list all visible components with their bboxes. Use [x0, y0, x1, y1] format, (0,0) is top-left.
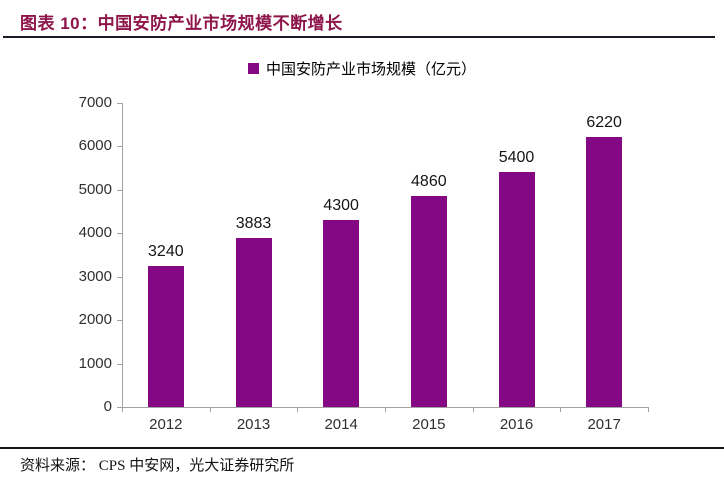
y-axis-tick	[117, 233, 122, 235]
bar-value-label: 4860	[411, 172, 447, 190]
bar-value-label: 6220	[586, 113, 622, 131]
x-axis-tick	[648, 407, 649, 412]
bar-value-label: 4300	[323, 197, 359, 215]
bar	[410, 195, 447, 407]
y-axis-tick	[117, 146, 122, 148]
y-axis-tick-label: 1000	[78, 354, 112, 372]
x-axis-tick	[209, 407, 211, 412]
y-axis-tick-label: 3000	[78, 267, 112, 285]
x-axis-tick-label: 2017	[587, 416, 621, 433]
bar-value-label: 3883	[235, 215, 272, 233]
legend-label: 中国安防产业市场规模（亿元）	[265, 61, 476, 78]
y-axis-tick	[117, 320, 122, 322]
bar	[323, 220, 360, 407]
y-axis-tick	[117, 276, 122, 278]
y-axis-tick	[117, 189, 122, 191]
figure-title: 图表 10：中国安防产业市场规模不断增长	[20, 14, 343, 33]
bar-value-label: 3240	[148, 243, 184, 261]
x-axis-tick-label: 2016	[499, 416, 534, 433]
chart-legend: 中国安防产业市场规模（亿元）	[0, 58, 724, 79]
y-axis-tick	[117, 103, 122, 104]
x-axis-tick-label: 2012	[149, 416, 183, 433]
y-axis-tick-label: 0	[103, 398, 112, 415]
y-axis-line	[122, 103, 123, 408]
title-rule	[3, 36, 715, 38]
x-axis-tick	[472, 407, 474, 412]
bar	[235, 238, 272, 407]
x-axis-tick	[122, 407, 123, 412]
y-axis-tick-label: 5000	[78, 180, 112, 198]
footer-rule	[0, 447, 724, 449]
bar-value-label: 5400	[498, 149, 535, 167]
y-axis-tick-label: 7000	[78, 94, 112, 111]
bar	[586, 136, 623, 407]
y-axis-tick	[117, 363, 122, 365]
y-axis-tick-label: 2000	[78, 311, 112, 329]
x-axis-tick	[297, 407, 299, 412]
legend-swatch-icon	[247, 63, 259, 74]
source-text: 资料来源： CPS 中安网，光大证券研究所	[20, 458, 295, 474]
x-axis-tick	[560, 407, 562, 412]
x-axis-tick-label: 2014	[324, 416, 358, 433]
bar	[147, 266, 184, 407]
x-axis-tick	[385, 407, 386, 412]
y-axis-tick-label: 4000	[78, 224, 112, 242]
y-axis-tick	[117, 407, 122, 408]
y-axis-tick-label: 6000	[78, 137, 112, 155]
x-axis-tick-label: 2015	[412, 416, 446, 433]
bar	[498, 172, 535, 407]
x-axis-tick-label: 2013	[236, 416, 271, 433]
